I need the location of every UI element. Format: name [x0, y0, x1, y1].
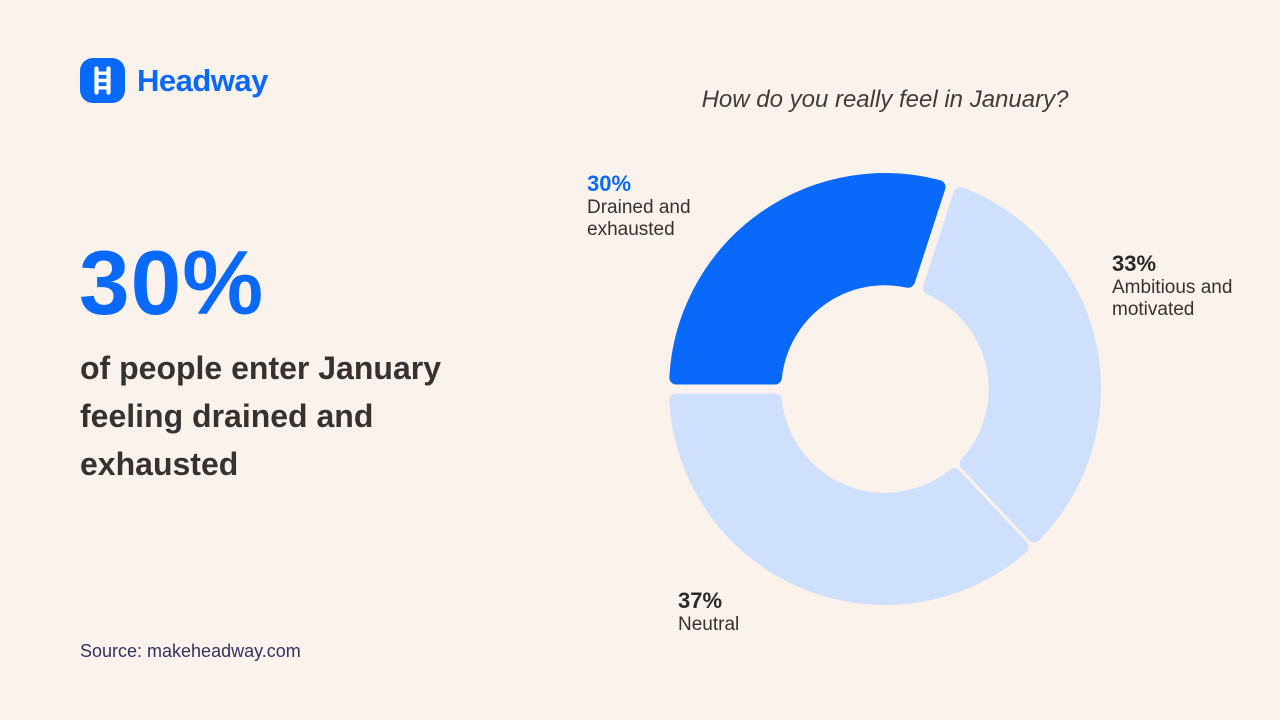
- slice-label-ambitious: 33% Ambitious and motivated: [1112, 251, 1232, 321]
- donut-segment-drained-and-exhausted: [669, 173, 946, 385]
- brand-wordmark: Headway: [137, 62, 268, 98]
- slice-name-line: Drained and: [587, 197, 691, 218]
- slice-name-line: motivated: [1112, 299, 1195, 320]
- slice-pct: 30%: [587, 171, 632, 196]
- slice-label-drained: 30% Drained and exhausted: [587, 171, 691, 241]
- donut-segment-neutral: [669, 393, 1029, 605]
- ladder-icon: [94, 66, 111, 95]
- logo-badge: [80, 58, 125, 103]
- source-text: Source: makeheadway.com: [80, 641, 301, 661]
- slice-label-neutral: 37% Neutral: [678, 588, 739, 636]
- donut-segment-ambitious-and-motivated: [922, 187, 1101, 543]
- donut-chart: [669, 173, 1101, 605]
- slice-pct: 37%: [678, 588, 723, 613]
- slice-pct: 33%: [1112, 251, 1157, 276]
- slice-name-line: Neutral: [678, 614, 740, 635]
- stat-value: 30%: [79, 233, 265, 334]
- slice-name-line: Ambitious and: [1112, 277, 1233, 298]
- chart-title: How do you really feel in January?: [701, 86, 1069, 113]
- stat-description: of people enter January feeling drained …: [80, 350, 441, 482]
- slice-name-line: exhausted: [587, 219, 675, 240]
- headway-logo: Headway: [80, 58, 268, 103]
